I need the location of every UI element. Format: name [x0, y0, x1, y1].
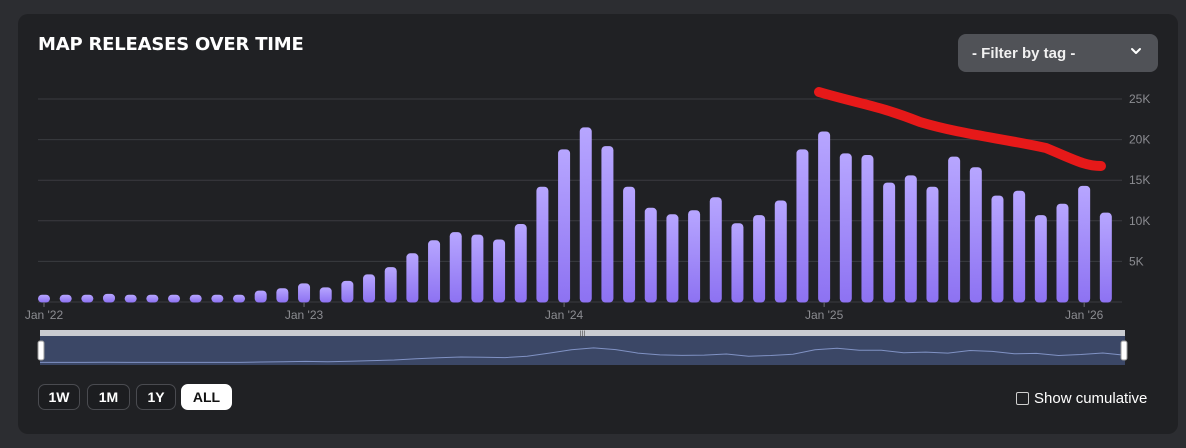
chart-title: MAP RELEASES OVER TIME: [38, 34, 304, 55]
y-tick-label: 5K: [1129, 254, 1144, 268]
cumulative-checkbox[interactable]: [1016, 392, 1029, 405]
range-1w-button[interactable]: 1W: [38, 384, 80, 410]
bar[interactable]: [38, 294, 50, 303]
x-tick-label: Jan '25: [805, 308, 844, 322]
bar[interactable]: [449, 232, 462, 303]
bar[interactable]: [558, 149, 571, 303]
bar[interactable]: [666, 214, 679, 303]
bar[interactable]: [753, 215, 766, 303]
filter-label: - Filter by tag -: [972, 44, 1076, 62]
bar[interactable]: [1056, 203, 1069, 303]
bar[interactable]: [969, 167, 982, 303]
bar[interactable]: [731, 223, 744, 303]
bar[interactable]: [276, 288, 289, 303]
cumulative-label: Show cumulative: [1034, 390, 1148, 407]
bar[interactable]: [406, 253, 419, 303]
bar[interactable]: [254, 290, 267, 303]
bar[interactable]: [189, 294, 202, 303]
bar[interactable]: [579, 127, 592, 303]
navigator-range[interactable]: [40, 336, 1125, 365]
bar[interactable]: [146, 294, 159, 303]
bar[interactable]: [298, 283, 311, 303]
bar[interactable]: [493, 239, 506, 303]
show-cumulative-toggle[interactable]: Show cumulative: [1016, 390, 1147, 407]
bar[interactable]: [948, 156, 961, 303]
x-tick-label: Jan '26: [1065, 308, 1104, 322]
bar[interactable]: [688, 210, 701, 303]
bar[interactable]: [644, 207, 657, 303]
range-all-button[interactable]: ALL: [181, 384, 232, 410]
bar[interactable]: [384, 267, 397, 303]
bar[interactable]: [601, 146, 614, 303]
bar[interactable]: [319, 287, 332, 303]
bar[interactable]: [233, 294, 246, 303]
bar[interactable]: [81, 294, 94, 303]
navigator-scrollbar[interactable]: [40, 330, 1125, 336]
x-tick-label: Jan '22: [25, 308, 64, 322]
bar[interactable]: [211, 294, 224, 303]
bar[interactable]: [926, 186, 939, 303]
red-annotation-stroke: [814, 87, 1106, 171]
navigator-right-handle[interactable]: [1120, 340, 1128, 361]
scrollbar-grip-icon[interactable]: |||: [580, 331, 586, 338]
bar[interactable]: [1099, 212, 1112, 303]
bar[interactable]: [341, 280, 354, 303]
bar[interactable]: [168, 294, 181, 303]
navigator-series-line: [40, 347, 1126, 363]
bar[interactable]: [363, 274, 376, 303]
bar[interactable]: [471, 234, 484, 303]
bar[interactable]: [1013, 190, 1026, 303]
bar[interactable]: [991, 195, 1004, 303]
y-tick-label: 20K: [1129, 133, 1150, 147]
bar[interactable]: [839, 153, 852, 303]
x-tick-label: Jan '23: [285, 308, 324, 322]
y-tick-label: 15K: [1129, 173, 1150, 187]
x-tick-label: Jan '24: [545, 308, 584, 322]
bar[interactable]: [103, 293, 116, 303]
bar[interactable]: [514, 224, 527, 303]
chevron-down-icon: [1130, 44, 1142, 60]
bar[interactable]: [796, 149, 809, 303]
range-1m-button[interactable]: 1M: [87, 384, 130, 410]
bar[interactable]: [1034, 215, 1047, 303]
bar[interactable]: [861, 155, 874, 303]
bar[interactable]: [904, 175, 917, 303]
bar[interactable]: [623, 186, 636, 303]
bar[interactable]: [536, 186, 549, 303]
y-tick-label: 10K: [1129, 214, 1150, 228]
bar[interactable]: [774, 200, 787, 303]
bar[interactable]: [124, 294, 137, 303]
navigator-left-handle[interactable]: [37, 340, 45, 361]
bar[interactable]: [883, 182, 896, 303]
bar[interactable]: [59, 294, 72, 303]
bar[interactable]: [428, 240, 441, 303]
bar[interactable]: [709, 197, 722, 303]
bar[interactable]: [1078, 185, 1091, 303]
filter-by-tag-select[interactable]: - Filter by tag -: [958, 34, 1158, 72]
y-tick-label: 25K: [1129, 92, 1150, 106]
bar[interactable]: [818, 131, 831, 303]
range-1y-button[interactable]: 1Y: [136, 384, 176, 410]
